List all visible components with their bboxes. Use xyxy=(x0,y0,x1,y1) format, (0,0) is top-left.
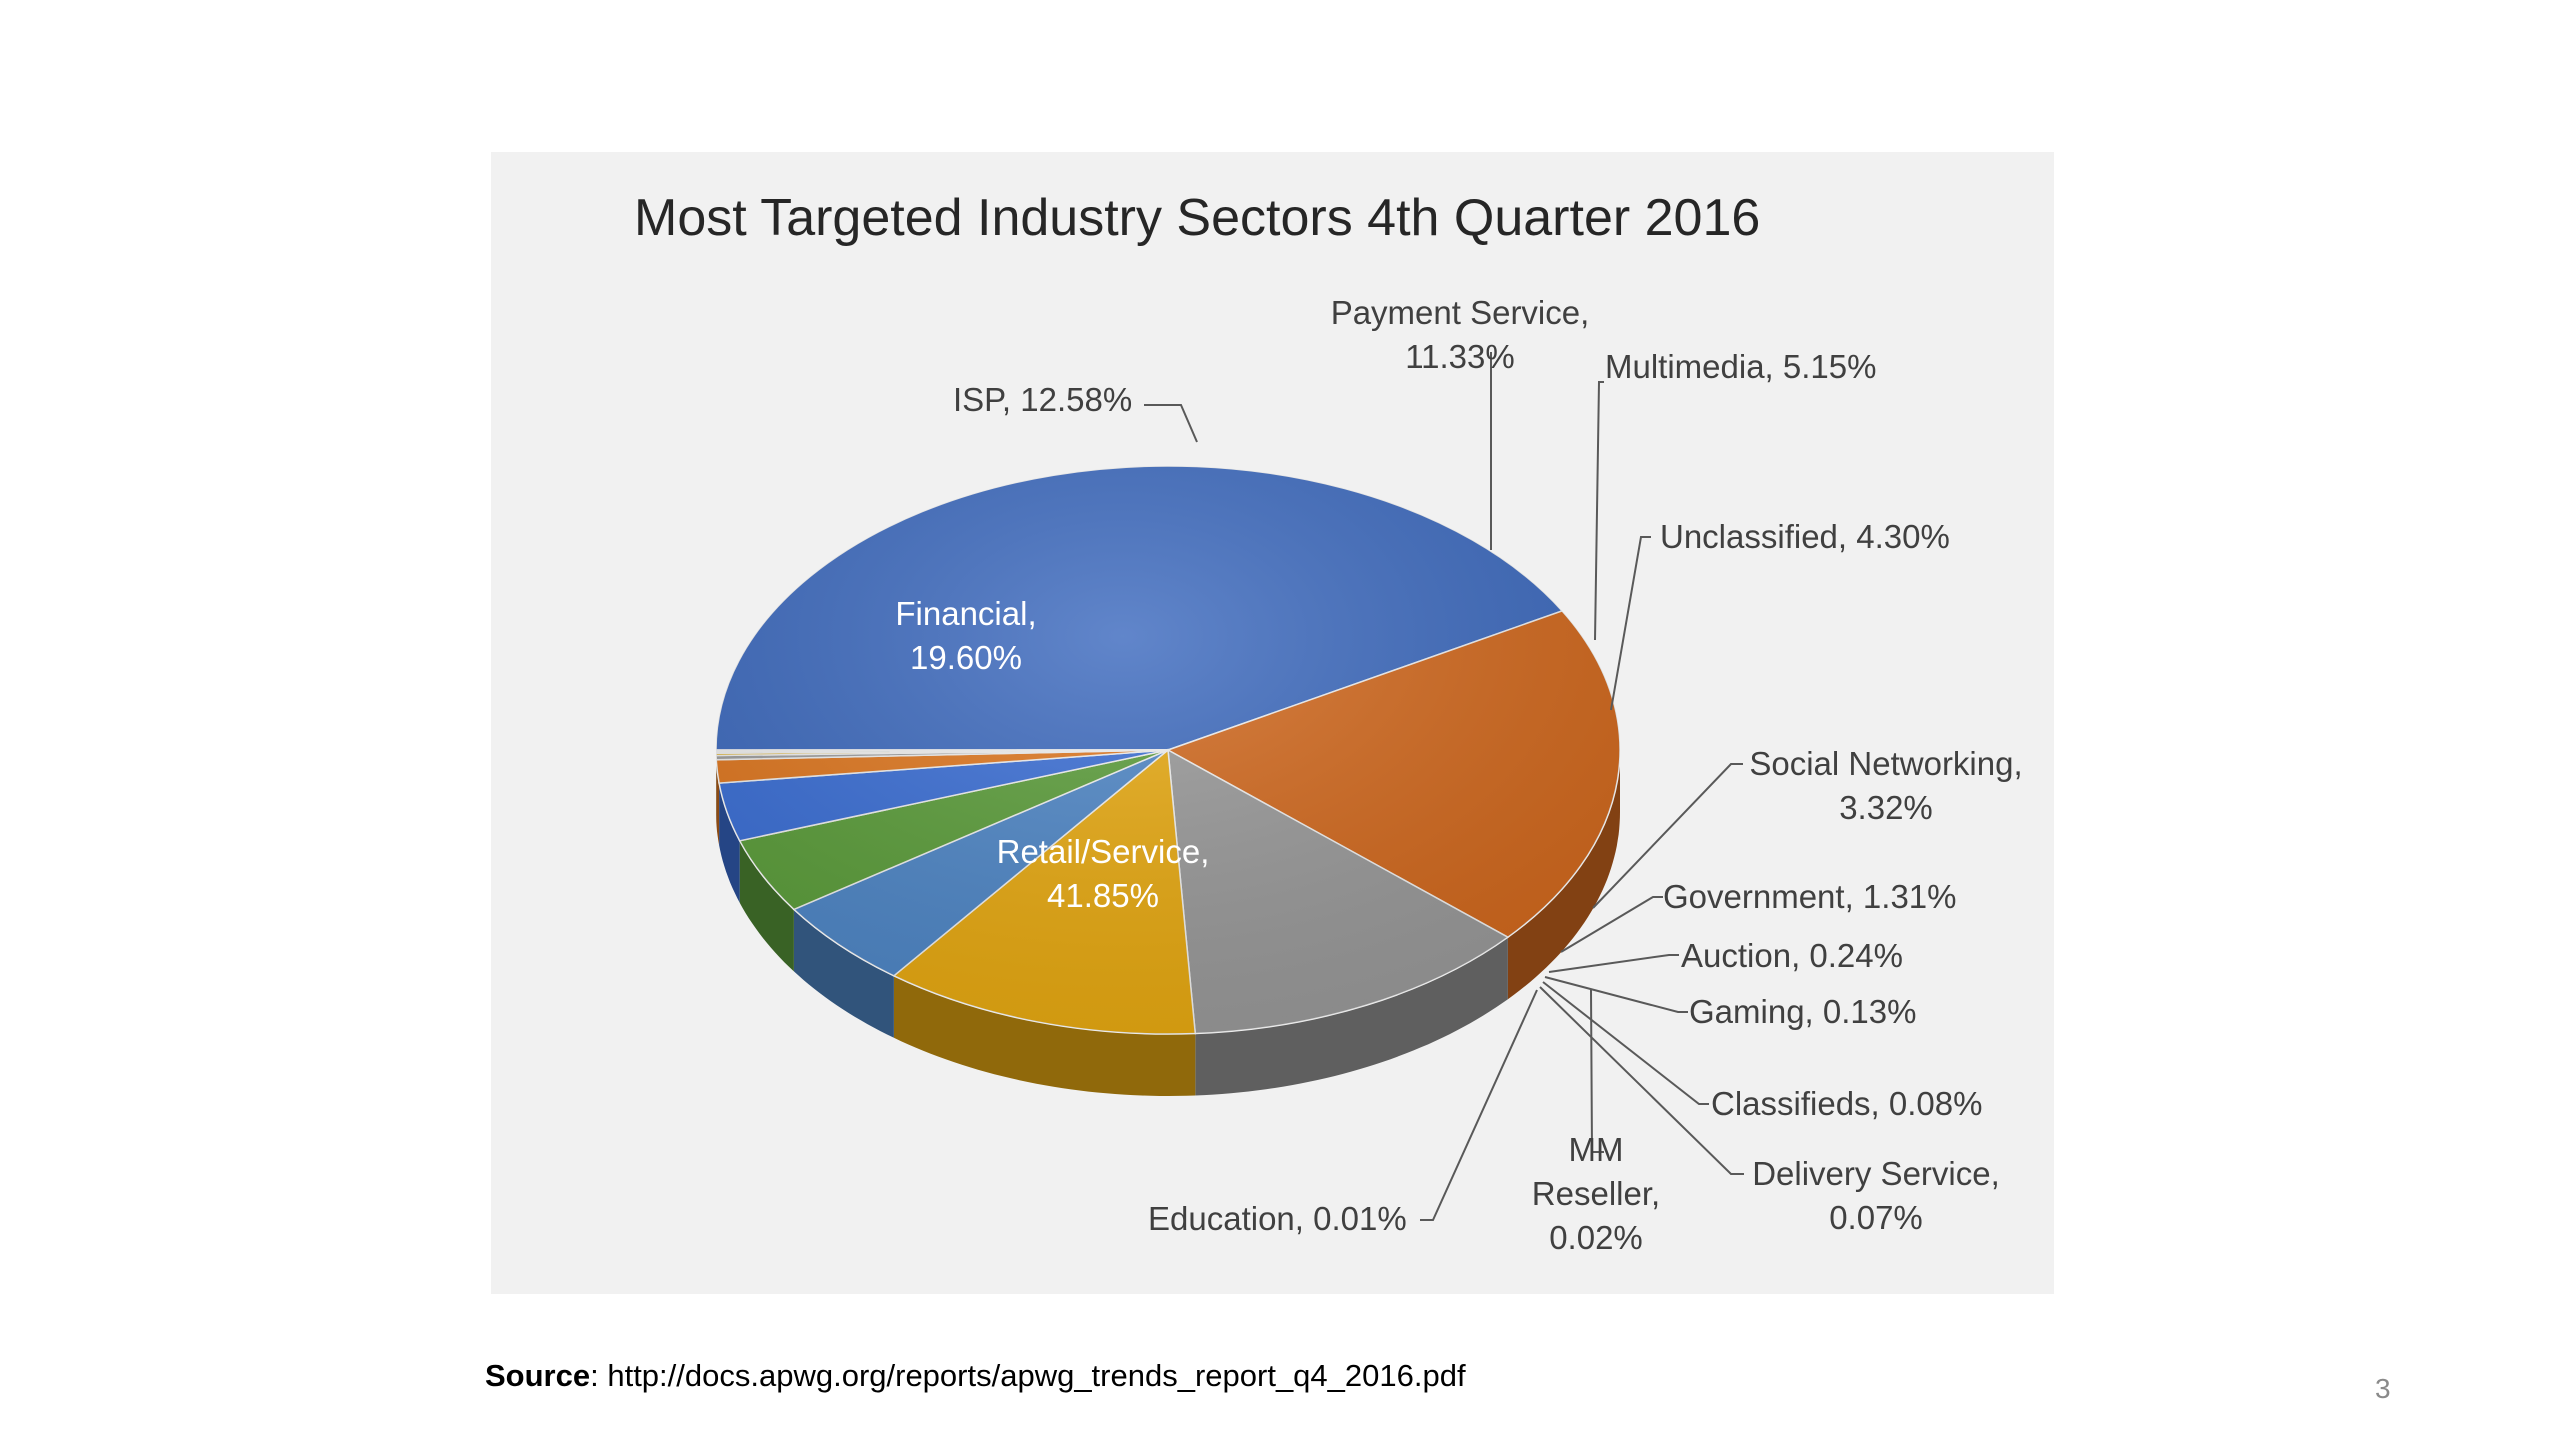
label-delivery-line2: 0.07% xyxy=(1829,1199,1923,1236)
source-citation: Source: http://docs.apwg.org/reports/apw… xyxy=(485,1358,1466,1394)
page-number: 3 xyxy=(2375,1373,2391,1404)
pie-side-isp xyxy=(1195,937,1508,1096)
pie-side-social-networking xyxy=(719,783,740,903)
pie-side-financial xyxy=(1507,750,1620,1000)
leader-social xyxy=(1592,763,1743,909)
label-financial-line1: Financial, xyxy=(895,595,1037,632)
leader-auction xyxy=(1548,954,1679,973)
label-unclassified: Unclassified, 4.30% xyxy=(1660,518,1950,555)
label-mm-line1: MM xyxy=(1568,1131,1624,1168)
label-multimedia: Multimedia, 5.15% xyxy=(1605,348,1877,385)
label-delivery-service: Delivery Service, 0.07% xyxy=(1726,1152,2026,1240)
label-gaming: Gaming, 0.13% xyxy=(1689,993,1917,1030)
leader-delivery xyxy=(1539,986,1744,1175)
label-mm-reseller: MM Reseller, 0.02% xyxy=(1521,1128,1671,1260)
source-prefix: Source xyxy=(485,1358,591,1393)
leader-multimedia xyxy=(1594,381,1604,641)
label-retail-line2: 41.85% xyxy=(1047,877,1159,914)
leader-lines xyxy=(1144,352,1744,1221)
label-payment-line1: Payment Service, xyxy=(1330,294,1590,331)
label-social-line2: 3.32% xyxy=(1839,789,1933,826)
leader-government xyxy=(1560,896,1663,953)
label-auction: Auction, 0.24% xyxy=(1681,937,1903,974)
chart-panel: Most Targeted Industry Sectors 4th Quart… xyxy=(491,152,2054,1294)
label-retail-service: Retail/Service, 41.85% xyxy=(933,830,1273,918)
label-payment-line2: 11.33% xyxy=(1405,338,1515,375)
source-url: : http://docs.apwg.org/reports/apwg_tren… xyxy=(590,1358,1466,1393)
label-social-networking: Social Networking, 3.32% xyxy=(1731,742,2041,830)
label-delivery-line1: Delivery Service, xyxy=(1752,1155,2000,1192)
label-classifieds: Classifieds, 0.08% xyxy=(1711,1085,1983,1122)
pie-gloss-overlay xyxy=(716,466,1620,1034)
leader-classifieds xyxy=(1542,981,1709,1105)
chart-title: Most Targeted Industry Sectors 4th Quart… xyxy=(634,189,1761,247)
label-retail-line1: Retail/Service, xyxy=(996,833,1210,870)
label-education: Education, 0.01% xyxy=(1148,1200,1407,1237)
leader-gaming xyxy=(1544,976,1688,1013)
label-financial: Financial, 19.60% xyxy=(816,592,1116,680)
label-mm-line2: Reseller, xyxy=(1531,1175,1661,1212)
label-social-line1: Social Networking, xyxy=(1749,745,2023,782)
leader-isp xyxy=(1144,404,1198,443)
leader-unclassified xyxy=(1610,536,1651,711)
label-isp: ISP, 12.58% xyxy=(953,381,1133,418)
pie-chart xyxy=(715,352,1744,1221)
label-mm-line3: 0.02% xyxy=(1549,1219,1643,1256)
leader-mm xyxy=(1590,989,1604,1153)
pie-side-unclassified xyxy=(739,840,794,972)
label-government: Government, 1.31% xyxy=(1663,878,1957,915)
label-payment-service: Payment Service, 11.33% xyxy=(1310,291,1610,379)
leader-education xyxy=(1420,989,1538,1221)
pie-side-multimedia xyxy=(793,909,894,1038)
label-financial-line2: 19.60% xyxy=(910,639,1022,676)
